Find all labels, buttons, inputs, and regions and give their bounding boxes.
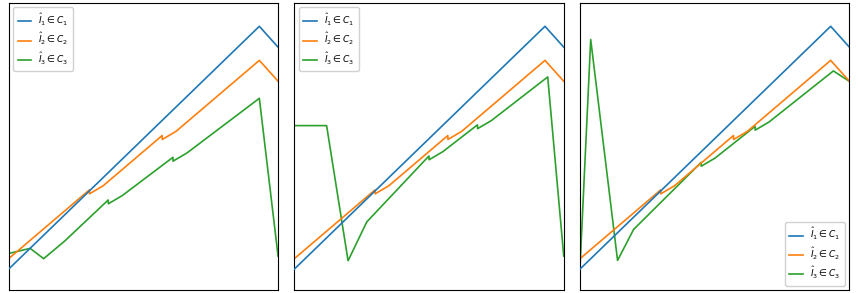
Legend: $\hat{I}_1 \in C_1$, $\hat{I}_2 \in C_2$, $\hat{I}_3 \in C_3$: $\hat{I}_1 \in C_1$, $\hat{I}_2 \in C_2$…	[13, 7, 73, 71]
Legend: $\hat{I}_1 \in C_1$, $\hat{I}_2 \in C_2$, $\hat{I}_3 \in C_3$: $\hat{I}_1 \in C_1$, $\hat{I}_2 \in C_2$…	[299, 7, 359, 71]
Legend: $\hat{I}_1 \in C_1$, $\hat{I}_2 \in C_2$, $\hat{I}_3 \in C_3$: $\hat{I}_1 \in C_1$, $\hat{I}_2 \in C_2$…	[785, 222, 845, 286]
